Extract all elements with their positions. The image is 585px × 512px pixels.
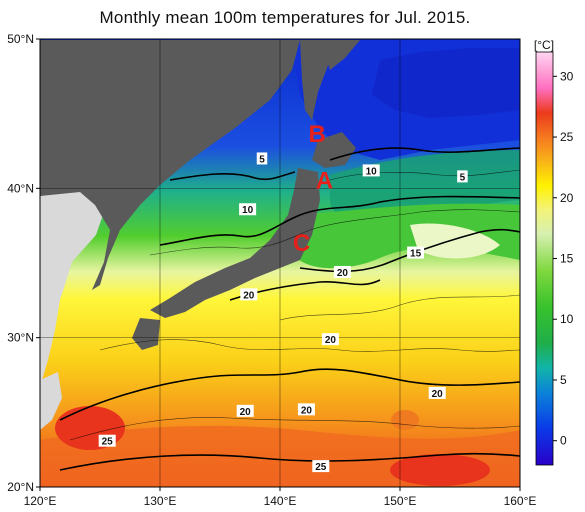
- contour-label: 15: [410, 249, 422, 260]
- land-hokkaido: [312, 132, 356, 168]
- contour-label: 20: [301, 405, 313, 416]
- contour-label-bg: [457, 170, 468, 183]
- colorbar-tick-label: 25: [560, 130, 574, 144]
- map-area: 5 10 5 10 15 20 20 20 20 20 20 25 25 AB C: [40, 39, 520, 487]
- contour-label: 20: [432, 389, 444, 400]
- warm-eddy: [391, 410, 419, 430]
- land-north: [320, 40, 360, 70]
- marker-b: B: [309, 121, 326, 148]
- contour-labels: 5 10 5 10 15 20 20 20 20 20 20 25 25: [98, 152, 468, 473]
- contour-label: 20: [243, 290, 255, 301]
- lon-tick-label: 120°E: [24, 494, 57, 508]
- contour-label-bg: [239, 203, 257, 216]
- contour-label-bg: [236, 404, 254, 417]
- grid-lines: [40, 39, 520, 487]
- location-markers: AB C: [293, 121, 333, 257]
- contour-label-bg: [98, 434, 116, 447]
- colorbar-tick-label: 20: [560, 191, 574, 205]
- okhotsk-sea: [372, 48, 520, 118]
- contour-label: 20: [240, 407, 252, 418]
- contour-label-bg: [297, 403, 315, 416]
- lat-tick-label: 50°N: [7, 32, 34, 46]
- colorbar-ticks: 0 5 10 15 20 25 30: [553, 69, 574, 448]
- neighbor-land-taiwan: [40, 372, 62, 430]
- contour-label-bg: [240, 288, 258, 301]
- colorbar-tick-label: 0: [560, 434, 567, 448]
- lat-tick-label: 20°N: [7, 480, 34, 494]
- map-title: Monthly mean 100m temperatures for Jul. …: [99, 8, 471, 27]
- colorbar-tick-label: 30: [560, 69, 574, 83]
- colorbar-gradient: [535, 51, 554, 466]
- lon-tick-label: 160°E: [504, 494, 537, 508]
- colorbar-tick-label: 5: [560, 373, 567, 387]
- contour-label-bg: [407, 246, 425, 259]
- longitude-axis: 120°E 130°E 140°E 150°E 160°E: [24, 487, 537, 508]
- hot-eddy-east: [390, 454, 490, 486]
- marker-c: C: [293, 230, 310, 257]
- lon-tick-label: 140°E: [264, 494, 297, 508]
- contour-label-bg: [256, 152, 268, 165]
- contour-label: 25: [102, 437, 114, 448]
- latitude-axis: 20°N 30°N 40°N 50°N: [7, 32, 40, 494]
- contour-label-bg: [333, 265, 351, 278]
- green-water-patch: [290, 203, 520, 269]
- contour-label: 5: [259, 154, 265, 165]
- land-asia: [40, 40, 300, 290]
- marker-a: A: [316, 167, 333, 194]
- contour-label: 25: [315, 462, 327, 473]
- contour-label-bg: [312, 460, 330, 473]
- contour-label: 10: [366, 166, 378, 177]
- lat-tick-label: 30°N: [7, 331, 34, 345]
- colorbar-unit: [°C]: [534, 38, 554, 52]
- colorbar: [°C] 0 5 10 15 20 25 30: [534, 38, 574, 466]
- contour-label: 5: [460, 172, 466, 183]
- contour-label: 20: [325, 335, 337, 346]
- colorbar-tick-label: 15: [560, 252, 574, 266]
- light-water-patch: [410, 223, 500, 259]
- colorbar-tick-label: 10: [560, 312, 574, 326]
- neighbor-land-china: [40, 188, 104, 380]
- lat-tick-label: 40°N: [7, 181, 34, 195]
- contour-label-bg: [428, 386, 446, 399]
- contour-label-bg: [362, 164, 380, 177]
- lon-tick-label: 130°E: [144, 494, 177, 508]
- contour-label: 20: [337, 268, 349, 279]
- land-honshu: [150, 168, 320, 318]
- contour-label: 10: [242, 205, 254, 216]
- contour-label-bg: [321, 333, 339, 346]
- lon-tick-label: 150°E: [384, 494, 417, 508]
